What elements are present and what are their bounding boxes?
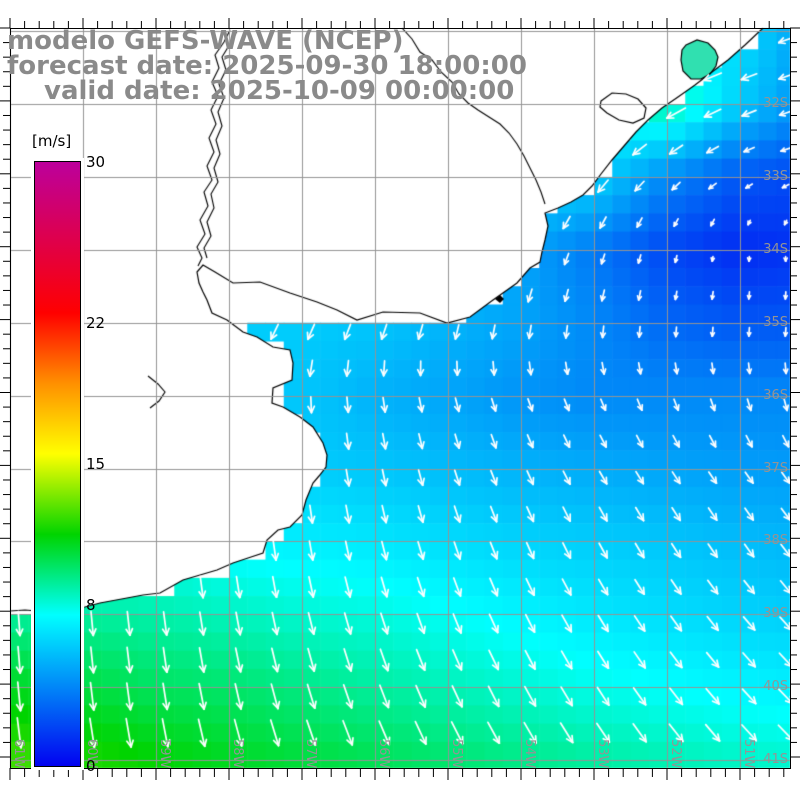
lon-label-55W: 55W — [449, 739, 464, 769]
lat-label-41S: 41S — [763, 752, 788, 768]
lat-label-40S: 40S — [763, 679, 788, 695]
colorbar-tick-8: 8 — [86, 595, 96, 614]
colorbar-tick-0: 0 — [86, 757, 96, 775]
lat-label-38S: 38S — [763, 533, 788, 549]
lon-label-59W: 59W — [157, 739, 172, 769]
lat-label-33S: 33S — [763, 168, 788, 184]
plot-title: modelo GEFS-WAVE (NCEP) forecast date: 2… — [7, 26, 527, 106]
lon-label-56W: 56W — [376, 739, 391, 769]
lat-label-37S: 37S — [763, 460, 788, 476]
colorbar-tick-22: 22 — [86, 314, 106, 333]
lon-label-57W: 57W — [303, 739, 318, 769]
lon-label-54W: 54W — [522, 739, 537, 769]
lon-label-52W: 52W — [668, 739, 683, 769]
lat-label-34S: 34S — [763, 241, 788, 257]
colorbar-gradient — [34, 161, 81, 767]
colorbar-tick-15: 15 — [86, 455, 106, 473]
model-name: modelo GEFS-WAVE (NCEP) — [7, 26, 404, 56]
lon-label-53W: 53W — [595, 739, 610, 769]
lat-label-32S: 32S — [763, 96, 788, 111]
colorbar — [31, 158, 84, 770]
lon-label-61W: 61W — [11, 739, 26, 769]
valid-date: valid date: 2025-10-09 00:00:00 — [44, 76, 515, 106]
colorbar-tick-30: 30 — [86, 153, 106, 171]
lat-label-36S: 36S — [763, 387, 788, 403]
lon-label-58W: 58W — [230, 739, 245, 769]
forecast-date: forecast date: 2025-09-30 18:00:00 — [7, 51, 527, 81]
colorbar-units-label: [m/s] — [32, 132, 72, 150]
lat-label-39S: 39S — [763, 606, 788, 622]
lat-label-35S: 35S — [763, 314, 788, 330]
